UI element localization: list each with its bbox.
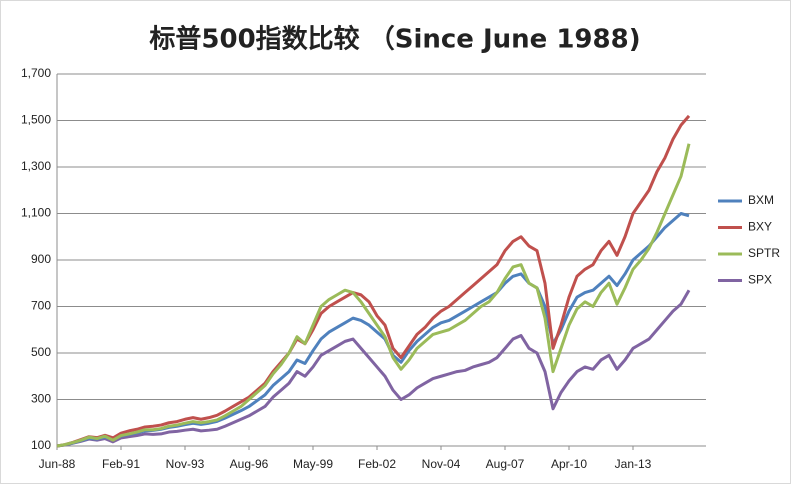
legend-label: BXM [748,193,774,207]
legend-label: BXY [748,220,772,234]
y-tick-label: 100 [31,438,51,452]
line-series [56,143,691,448]
x-tick-label: Aug-07 [486,457,525,471]
x-tick-label: May-99 [293,457,333,471]
x-tick-label: Feb-02 [358,457,396,471]
x-tick-label: Jan-13 [615,457,652,471]
legend-label: SPX [748,273,772,287]
x-tick-label: Apr-10 [551,457,587,471]
line-series [56,289,691,448]
y-tick-label: 900 [31,252,51,266]
x-tick-label: Aug-96 [230,457,269,471]
x-tick-label: Feb-91 [102,457,140,471]
y-tick-label: 300 [31,392,51,406]
y-tick-label: 700 [31,299,51,313]
y-tick-label: 1,100 [21,206,51,220]
x-tick-label: Nov-93 [166,457,205,471]
y-tick-label: 500 [31,345,51,359]
x-tick-label: Nov-04 [422,457,461,471]
line-series [56,114,691,448]
y-tick-label: 1,300 [21,159,51,173]
legend-label: SPTR [748,246,780,260]
y-tick-label: 1,700 [21,66,51,80]
x-tick-label: Jun-88 [39,457,76,471]
y-tick-label: 1,500 [21,113,51,127]
chart-title: 标普500指数比较 （Since June 1988) [149,24,640,55]
